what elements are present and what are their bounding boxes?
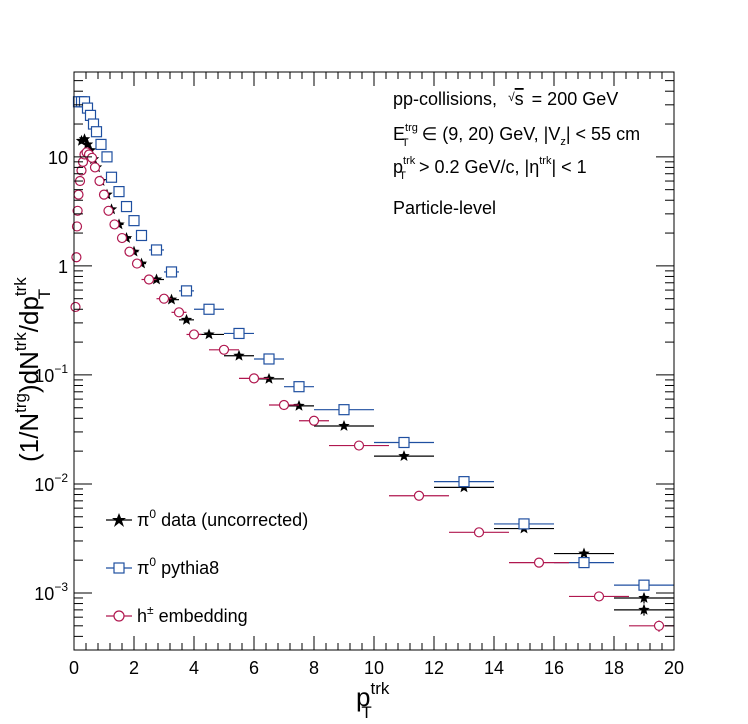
annotation-block: pp-collisions, √s = 200 GeV Etrg T ∈ (9, … xyxy=(393,89,640,218)
y-tick-label: 10−2 xyxy=(34,471,68,495)
data-point-star xyxy=(338,420,350,431)
x-tick-label: 12 xyxy=(424,658,444,678)
data-point-circle xyxy=(116,232,128,244)
x-tick-label: 2 xyxy=(129,658,139,678)
data-point-square xyxy=(95,138,107,151)
series-pythia xyxy=(72,96,674,591)
x-tick-label: 16 xyxy=(544,658,564,678)
data-point-circle xyxy=(143,274,155,285)
legend-marker-square xyxy=(113,562,125,574)
x-tick-label: 0 xyxy=(69,658,79,678)
x-tick-label: 10 xyxy=(364,658,384,678)
data-point-star xyxy=(180,313,193,325)
data-point-star xyxy=(578,547,590,559)
data-point-circle xyxy=(103,205,114,216)
data-point-circle xyxy=(473,527,485,538)
data-point-square xyxy=(233,327,245,340)
legend: π0 data (uncorrected) π0 pythia8 h± embe… xyxy=(106,507,308,626)
data-point-star xyxy=(75,134,88,146)
data-point-star xyxy=(78,133,91,145)
data-point-circle xyxy=(218,344,230,355)
y-tick-label: 10 xyxy=(48,148,68,168)
data-point-circle xyxy=(89,162,101,173)
data-point-circle xyxy=(248,373,260,384)
data-point-star xyxy=(81,138,94,150)
y-axis-title: (1/Ntrg)dNtrk/dptrk T xyxy=(11,277,54,462)
data-point-star xyxy=(638,591,650,603)
data-point-circle xyxy=(73,189,84,200)
data-point-square xyxy=(458,476,470,488)
data-point-square xyxy=(113,186,125,198)
data-point-square xyxy=(90,126,103,138)
legend-entry-data: π0 data (uncorrected) xyxy=(106,507,308,530)
data-point-circle xyxy=(593,591,605,602)
data-point-square xyxy=(128,215,140,227)
data-point-square xyxy=(398,436,410,449)
data-point-circle xyxy=(533,557,545,568)
data-point-circle xyxy=(98,189,110,200)
legend-label-embedding: h± embedding xyxy=(137,603,248,626)
data-point-circle xyxy=(158,293,170,304)
data-point-square xyxy=(518,518,530,530)
data-point-square xyxy=(180,285,193,297)
data-point-square xyxy=(203,303,215,315)
x-tick-label: 8 xyxy=(309,658,319,678)
data-point-star xyxy=(233,349,245,361)
x-axis-title: ptrk T xyxy=(356,679,390,722)
axes: 0 2 4 6 8 10 12 14 16 18 20 10−3 10−2 10−1 1 10 xyxy=(34,71,684,678)
data-point-square xyxy=(638,579,650,591)
x-tick-label: 18 xyxy=(604,658,624,678)
data-point-circle xyxy=(353,440,365,451)
data-point-square xyxy=(105,171,118,183)
data-point-circle xyxy=(71,221,83,232)
data-point-square xyxy=(578,556,590,569)
data-point-square xyxy=(101,151,113,163)
data-point-circle xyxy=(71,252,82,263)
data-point-square xyxy=(120,200,133,213)
data-point-circle xyxy=(124,246,135,257)
legend-entry-embedding: h± embedding xyxy=(106,603,248,626)
y-tick-label: 1 xyxy=(58,257,68,277)
data-point-circle xyxy=(86,152,98,163)
y-tick-label: 10−1 xyxy=(34,362,68,386)
legend-marker-star xyxy=(112,513,126,527)
data-point-circle xyxy=(308,415,320,426)
data-point-circle xyxy=(131,258,143,269)
annotation-line-1: pp-collisions, √s = 200 GeV xyxy=(393,89,618,109)
data-point-star xyxy=(398,450,410,461)
annotation-line-3: ptrk T > 0.2 GeV/c, |ηtrk| < 1 xyxy=(393,155,587,182)
x-tick-label: 14 xyxy=(484,658,504,678)
x-tick-label: 4 xyxy=(189,658,199,678)
data-point-square xyxy=(135,229,148,242)
data-point-circle xyxy=(94,175,105,187)
data-point-circle xyxy=(173,307,185,318)
data-point-circle xyxy=(413,490,425,501)
data-point-square xyxy=(165,266,178,278)
x-tick-label: 6 xyxy=(249,658,259,678)
annotation-line-4: Particle-level xyxy=(393,198,496,218)
legend-entry-pythia: π0 pythia8 xyxy=(106,555,219,578)
data-point-square xyxy=(263,353,275,365)
x-tick-label: 20 xyxy=(664,658,684,678)
data-point-star xyxy=(203,328,215,340)
data-point-circle xyxy=(188,329,200,340)
data-point-square xyxy=(338,404,350,416)
data-point-star xyxy=(638,603,650,615)
data-point-square xyxy=(150,244,163,256)
annotation-line-2: Etrg T ∈ (9, 20) GeV, |Vz| < 55 cm xyxy=(393,122,640,149)
data-point-square xyxy=(293,381,305,393)
legend-label-data: π0 data (uncorrected) xyxy=(137,507,308,530)
legend-label-pythia: π0 pythia8 xyxy=(137,555,219,578)
data-point-circle xyxy=(653,620,665,631)
data-point-circle xyxy=(70,301,81,313)
y-tick-label: 10−3 xyxy=(34,580,68,604)
data-point-circle xyxy=(109,219,120,230)
legend-marker-circle xyxy=(113,610,125,622)
data-point-circle xyxy=(278,399,290,411)
data-point-circle xyxy=(72,205,83,216)
